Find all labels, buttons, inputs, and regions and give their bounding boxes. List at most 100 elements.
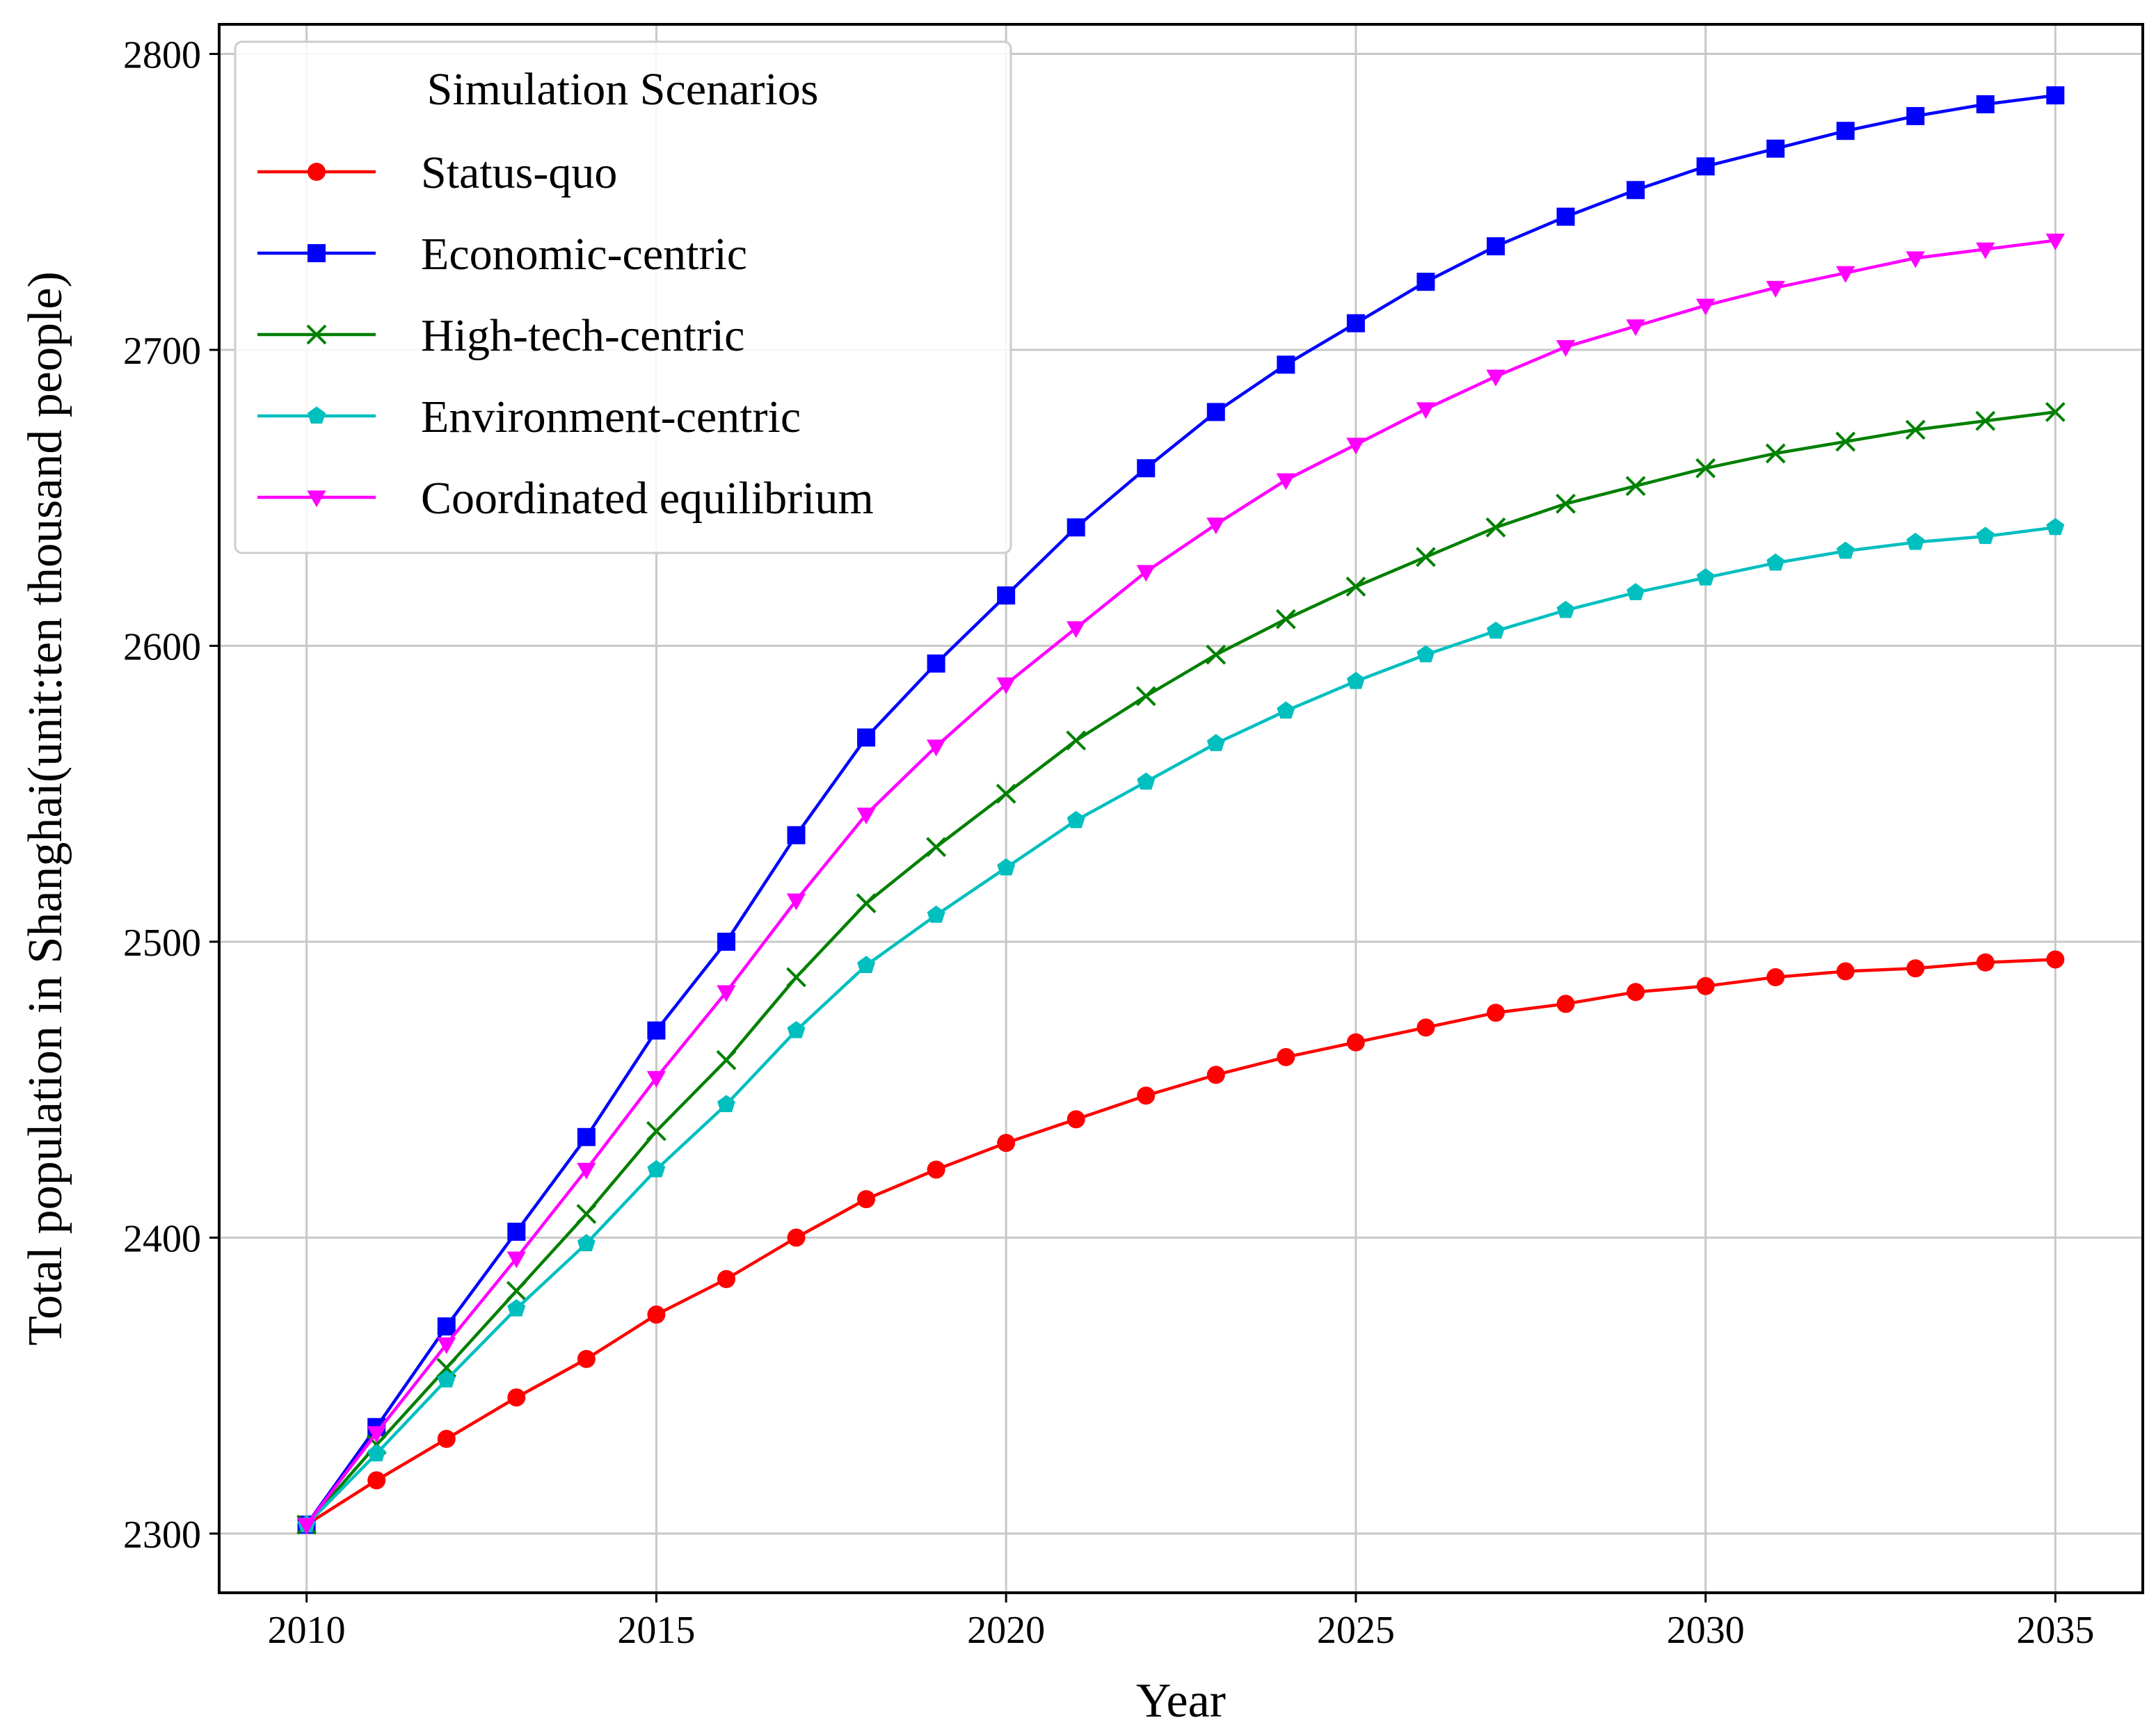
legend-title: Simulation Scenarios [427, 64, 819, 115]
data-point [1766, 968, 1785, 987]
data-point [1346, 437, 1366, 455]
legend-box [234, 40, 1012, 554]
legend-marker [306, 324, 327, 345]
data-point [1765, 443, 1786, 464]
data-point [437, 1429, 456, 1448]
data-point [1416, 645, 1435, 663]
data-point [717, 1095, 735, 1112]
data-point [1906, 106, 1925, 125]
legend-marker [308, 244, 326, 262]
data-point [1415, 547, 1436, 568]
data-point [1906, 532, 1925, 550]
legend-item: Status-quo [257, 147, 617, 198]
data-point [1206, 517, 1226, 535]
data-point [1416, 1018, 1435, 1037]
legend-label: Economic-centric [421, 229, 747, 280]
data-point [1137, 1086, 1156, 1105]
data-point [1277, 701, 1295, 719]
data-point [1556, 995, 1575, 1013]
data-point [576, 1203, 597, 1224]
data-point [647, 1159, 666, 1178]
legend-item: Environment-centric [257, 392, 801, 442]
data-point [1626, 319, 1645, 337]
data-point [1976, 95, 1995, 113]
data-point [367, 1471, 386, 1490]
x-tick-label: 2010 [268, 1609, 346, 1652]
data-point [1416, 273, 1435, 291]
data-point [1976, 527, 1995, 545]
data-point [717, 932, 735, 951]
data-point [716, 1050, 737, 1070]
x-tick-label: 2035 [2016, 1609, 2094, 1652]
data-point [1696, 157, 1715, 176]
data-point [1556, 207, 1575, 226]
y-tick-label: 2800 [123, 34, 201, 77]
data-point [997, 586, 1016, 605]
data-point [1277, 1047, 1295, 1066]
data-point [1206, 644, 1227, 665]
data-point [1835, 431, 1856, 452]
data-point [507, 1299, 526, 1317]
legend-marker [307, 490, 326, 508]
data-point [1137, 459, 1156, 478]
data-point [367, 1444, 386, 1462]
series-environment-centric [297, 517, 2065, 1533]
data-point [297, 1518, 317, 1535]
data-point [2046, 517, 2065, 536]
data-point [1486, 369, 1506, 387]
data-point [1556, 340, 1576, 358]
data-point [1556, 493, 1576, 514]
legend-item: Coordinated equilibrium [257, 473, 874, 524]
series-high-tech-centric [296, 401, 2066, 1535]
data-point [367, 1426, 386, 1443]
data-point [1905, 419, 1926, 440]
data-point [927, 1160, 945, 1179]
data-point [2046, 950, 2065, 969]
data-point [1906, 251, 1925, 268]
data-point [1975, 410, 1996, 431]
data-point [786, 967, 806, 988]
data-point [1766, 280, 1785, 298]
data-point [787, 826, 806, 844]
data-point [997, 1134, 1016, 1152]
tick-layer: 2010 2015 2020 2025 2030 2035 2300 2400 2500 2600… [123, 34, 2094, 1652]
data-point [1346, 671, 1365, 689]
data-point [1976, 953, 1995, 972]
series-line [305, 93, 2056, 1526]
x-tick-label: 2015 [617, 1609, 695, 1652]
data-point [437, 1337, 456, 1354]
data-point [1836, 122, 1855, 140]
data-point [2046, 86, 2065, 105]
y-tick-label: 2400 [123, 1217, 201, 1260]
data-point [857, 728, 876, 747]
data-point [996, 783, 1016, 804]
data-point [927, 654, 945, 673]
data-point [1627, 983, 1645, 1002]
data-point [647, 1306, 666, 1324]
data-point [1696, 568, 1715, 586]
data-point [2045, 233, 2065, 250]
data-point [647, 1021, 666, 1040]
data-point [1067, 810, 1085, 828]
data-point [577, 1127, 596, 1146]
data-point [717, 1270, 735, 1288]
data-point [1486, 237, 1505, 256]
data-point [577, 1162, 596, 1180]
data-point [1556, 600, 1575, 618]
data-point [717, 985, 736, 1002]
series-line [305, 410, 2056, 1526]
data-point [996, 677, 1016, 695]
data-point [2045, 401, 2066, 422]
data-point [786, 893, 806, 910]
data-point [1976, 242, 1995, 259]
data-point [857, 956, 875, 973]
x-tick-label: 2020 [967, 1609, 1045, 1652]
data-point [1836, 266, 1855, 283]
data-point [437, 1317, 456, 1336]
data-point [506, 1280, 527, 1301]
data-point [1276, 473, 1295, 490]
data-point [1486, 1004, 1505, 1022]
legend-marker [308, 406, 326, 424]
data-point [577, 1349, 596, 1368]
data-point [1696, 977, 1715, 995]
